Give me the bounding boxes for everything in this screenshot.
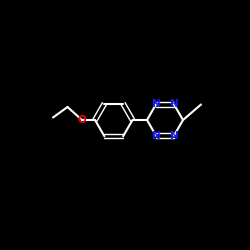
Text: N: N [170,100,178,110]
Text: O: O [78,115,86,125]
Text: N: N [152,130,160,140]
Text: N: N [170,130,178,140]
Text: N: N [152,100,160,110]
